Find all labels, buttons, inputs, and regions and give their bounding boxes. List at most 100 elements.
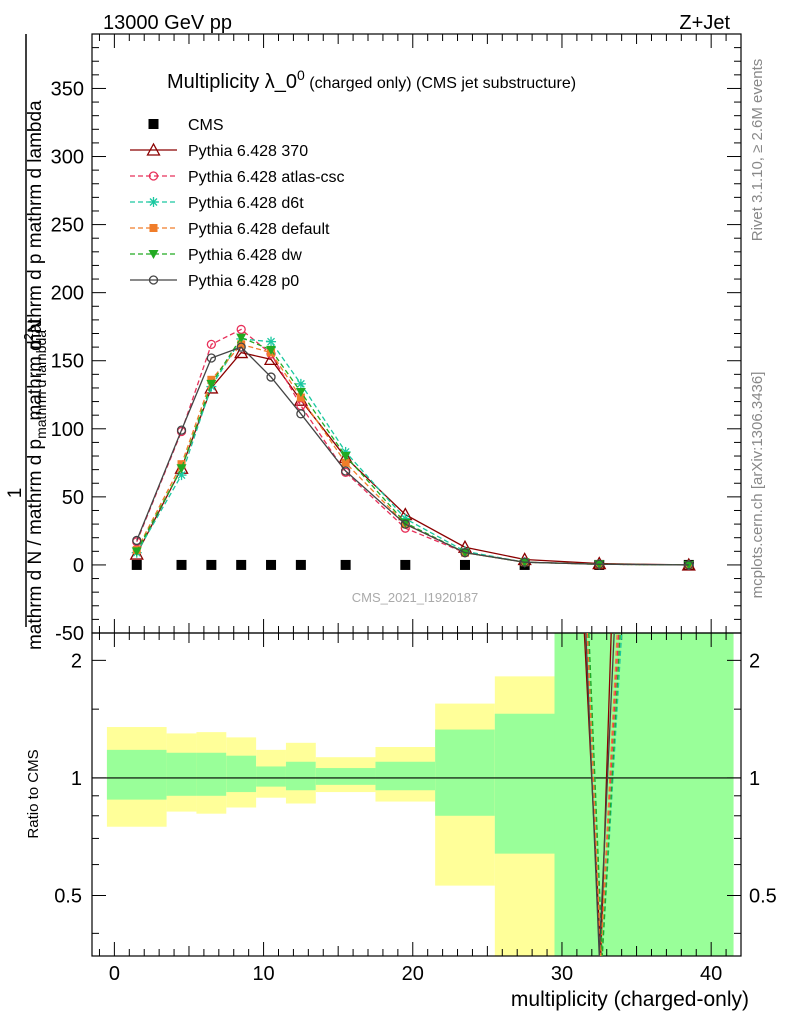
- data-point-square: [206, 559, 217, 570]
- ratio-series-line: [586, 633, 618, 956]
- data-point-circle: [296, 409, 306, 419]
- series-2: [132, 324, 694, 570]
- data-point-square: [341, 458, 350, 467]
- data-point-square: [266, 559, 277, 570]
- main-y-tick-label: -50: [55, 623, 84, 645]
- legend-entry: Pythia 6.428 d6t: [130, 195, 304, 212]
- main-layer: -50 0 50 100 150 200 250 300 350: [51, 33, 742, 645]
- data-point-circle: [132, 535, 142, 546]
- data-point-triangle-down: [266, 345, 277, 355]
- ratio-y-tick-label-right: 0.5: [749, 886, 777, 908]
- series-6: [132, 342, 694, 570]
- x-axis-label: multiplicity (charged-only): [511, 988, 749, 1011]
- x-tick-label: 40: [700, 963, 722, 985]
- series-line: [136, 343, 689, 566]
- ratio-band-stat: [226, 755, 257, 793]
- data-point-star-stroke: [177, 471, 186, 480]
- series-line: [136, 351, 689, 566]
- header-final-state: Z+Jet: [679, 12, 730, 34]
- data-point-star-stroke: [149, 198, 158, 206]
- ratio-series: [583, 633, 623, 956]
- data-point-circle: [266, 372, 276, 382]
- ratio-frame: [91, 632, 742, 957]
- legend-label: Pythia 6.428 p0: [188, 273, 299, 290]
- main-y-tick-label: 350: [51, 78, 84, 100]
- ratio-band-stat: [375, 761, 436, 791]
- legend-entry: CMS: [148, 117, 224, 134]
- ylabel-one: 1: [5, 488, 26, 499]
- data-point-circle: [206, 353, 217, 363]
- ratio-y-tick-label: 1: [71, 768, 82, 790]
- data-point-square: [295, 559, 306, 570]
- rivet-version-label: Rivet 3.1.10, ≥ 2.6M events: [749, 59, 766, 242]
- data-point-square: [148, 119, 159, 129]
- data-point-square: [149, 224, 158, 232]
- data-point-triangle-down: [295, 388, 306, 398]
- chart-title: Multiplicity λ_00 (charged only) (CMS je…: [167, 67, 576, 93]
- data-point-circle: [684, 560, 694, 570]
- legend-entry: Pythia 6.428 dw: [130, 247, 302, 264]
- data-point-square: [176, 559, 187, 570]
- data-point-circle: [520, 557, 530, 567]
- ratio-y-tick-label-right: 2: [749, 650, 760, 672]
- data-point-square: [131, 559, 142, 570]
- legend-label: Pythia 6.428 atlas-csc: [188, 169, 345, 186]
- legend: CMS Pythia 6.428 370 Pythia 6.428 atlas-cs…: [130, 117, 345, 290]
- data-point-star: [266, 336, 277, 347]
- header-process: 13000 GeV pp: [103, 12, 232, 34]
- data-point-triangle-down: [176, 464, 187, 474]
- data-point-circle: [460, 548, 470, 558]
- legend-label: CMS: [188, 117, 224, 134]
- series-5: [131, 333, 694, 570]
- series-line: [136, 328, 689, 566]
- legend-entry: Pythia 6.428 p0: [130, 273, 299, 290]
- ratio-band-stat: [196, 752, 227, 796]
- data-point-triangle-down: [148, 250, 159, 259]
- mcplots-label: mcplots.cern.ch [arXiv:1306.3436]: [749, 372, 766, 599]
- data-point-square: [459, 559, 470, 570]
- legend-label: Pythia 6.428 d6t: [188, 195, 304, 212]
- data-point-square: [400, 559, 411, 570]
- ratio-layer: 0 10 20 30 40 0.5 0.5 1 1 2 2: [54, 34, 777, 985]
- ratio-y-tick-label: 2: [71, 650, 82, 672]
- data-point-circle: [400, 519, 410, 529]
- ratio-band-stat: [106, 749, 167, 800]
- x-tick-label: 0: [109, 963, 120, 985]
- x-tick-label: 20: [402, 963, 424, 985]
- ratio-band-stat: [494, 713, 555, 854]
- data-point-circle: [236, 324, 246, 335]
- ratio-band-stat: [435, 729, 495, 816]
- legend-entry: Pythia 6.428 370: [130, 142, 308, 160]
- legend-label: Pythia 6.428 default: [188, 221, 330, 238]
- ratio-y-axis-label: Ratio to CMS: [25, 749, 42, 838]
- main-y-tick-label: 150: [51, 351, 84, 373]
- data-point-triangle: [234, 345, 249, 359]
- data-point-square: [296, 393, 305, 402]
- data-point-star-stroke: [267, 337, 275, 346]
- main-y-tick-label: 200: [51, 283, 84, 305]
- x-tick-label: 30: [551, 963, 573, 985]
- main-y-tick-label: 50: [62, 487, 84, 509]
- ylabel-numerator-b: mathrm d p mathrm d lambda: [25, 100, 46, 350]
- data-point-circle: [236, 342, 246, 352]
- data-point-circle: [206, 339, 217, 350]
- ylabel-numerator-a: mathrm d2N: [21, 319, 46, 420]
- ratio-band-stat: [256, 766, 286, 787]
- data-point-square: [237, 340, 246, 349]
- data-point-triangle-down: [236, 333, 247, 343]
- chart-title-sup: 0: [297, 67, 305, 83]
- data-point-circle: [594, 559, 604, 569]
- data-point-square: [340, 559, 351, 570]
- x-tick-label: 10: [252, 963, 274, 985]
- main-y-tick-label: 100: [51, 419, 84, 441]
- legend-entry: Pythia 6.428 default: [130, 221, 330, 238]
- ratio-band-stat: [166, 752, 197, 796]
- series-line: [136, 336, 689, 566]
- data-point-circle: [148, 275, 159, 285]
- data-point-circle: [340, 466, 351, 476]
- data-point-square: [236, 559, 247, 570]
- ratio-bands: [106, 633, 734, 956]
- data-point-star: [295, 378, 306, 389]
- ratio-y-tick-label-right: 1: [749, 768, 760, 790]
